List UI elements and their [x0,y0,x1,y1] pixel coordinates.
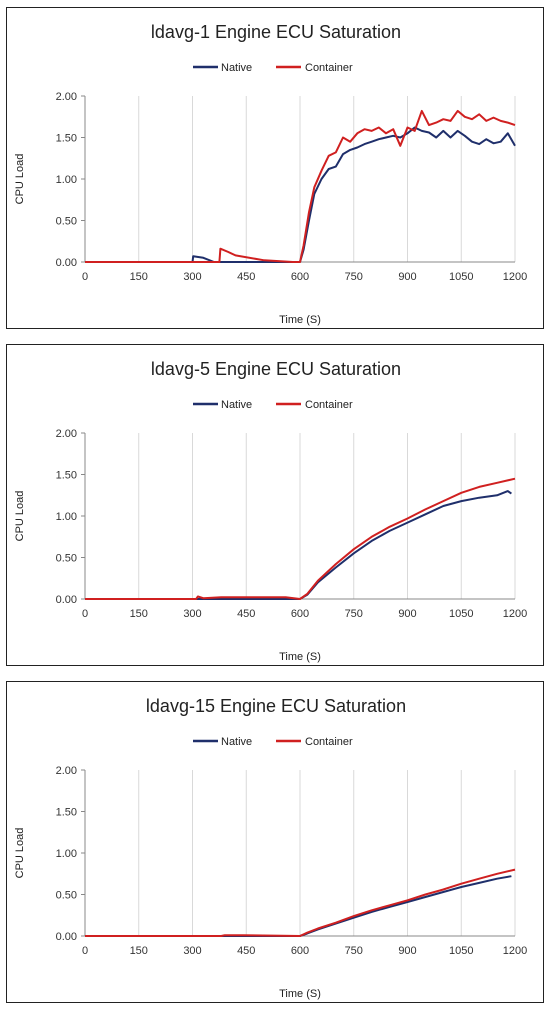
legend-label-container: Container [305,399,353,411]
x-tick-label: 750 [345,271,363,283]
x-tick-label: 300 [183,945,201,957]
x-tick-label: 1200 [503,945,527,957]
x-tick-label: 1200 [503,271,527,283]
series-line-container [85,109,516,263]
legend: Native Container [193,62,353,74]
series-line-native [85,875,512,937]
x-tick-label: 150 [130,945,148,957]
y-tick-label: 0.50 [56,553,77,565]
x-tick-label: 450 [237,945,255,957]
y-tick-label: 0.00 [56,594,77,606]
y-tick-label: 2.00 [56,428,77,440]
y-tick-label: 0.00 [56,931,77,943]
x-tick-label: 300 [183,271,201,283]
y-axis-label: CPU Load [14,154,26,205]
x-tick-label: 150 [130,608,148,620]
series-line-container [85,477,516,600]
chart-ldavg-1: ldavg-1 Engine ECU Saturation Native Conta… [14,22,527,326]
x-tick-label: 0 [82,608,88,620]
x-tick-label: 0 [82,945,88,957]
chart-title: ldavg-5 Engine ECU Saturation [151,359,401,379]
x-tick-label: 900 [398,608,416,620]
chart-title: ldavg-15 Engine ECU Saturation [146,696,406,716]
y-tick-label: 0.00 [56,257,77,269]
legend-label-native: Native [221,62,252,74]
chart-ldavg-5: ldavg-5 Engine ECU Saturation Native Conta… [14,359,527,663]
y-tick-label: 1.50 [56,807,77,819]
y-tick-label: 2.00 [56,765,77,777]
x-tick-label: 450 [237,608,255,620]
y-tick-label: 1.00 [56,511,77,523]
series-line-native [85,490,512,600]
legend-label-container: Container [305,62,353,74]
chart-panel-ldavg-15: ldavg-15 Engine ECU Saturation Native Cont… [6,681,544,1003]
x-tick-label: 1200 [503,608,527,620]
y-tick-label: 1.00 [56,174,77,186]
x-axis-label: Time (S) [279,314,321,326]
legend-label-native: Native [221,399,252,411]
x-axis-label: Time (S) [279,988,321,1000]
y-tick-label: 1.50 [56,133,77,145]
legend: Native Container [193,399,353,411]
y-axis-label: CPU Load [14,828,26,879]
x-tick-label: 1050 [449,945,473,957]
x-axis-label: Time (S) [279,651,321,663]
chart-title: ldavg-1 Engine ECU Saturation [151,22,401,42]
x-tick-label: 900 [398,945,416,957]
x-tick-label: 750 [345,945,363,957]
x-tick-label: 150 [130,271,148,283]
y-tick-label: 2.00 [56,91,77,103]
y-axis-label: CPU Load [14,491,26,542]
x-tick-label: 0 [82,271,88,283]
chart-ldavg-15: ldavg-15 Engine ECU Saturation Native Cont… [14,696,527,1000]
y-tick-label: 0.50 [56,890,77,902]
y-tick-label: 1.00 [56,848,77,860]
y-tick-label: 0.50 [56,216,77,228]
x-tick-label: 1050 [449,608,473,620]
x-tick-label: 900 [398,271,416,283]
legend-label-container: Container [305,736,353,748]
y-tick-label: 1.50 [56,470,77,482]
legend-label-native: Native [221,736,252,748]
x-tick-label: 300 [183,608,201,620]
x-tick-label: 1050 [449,271,473,283]
chart-panel-ldavg-1: ldavg-1 Engine ECU Saturation Native Conta… [6,7,544,329]
x-tick-label: 450 [237,271,255,283]
x-tick-label: 600 [291,608,309,620]
x-tick-label: 600 [291,945,309,957]
legend: Native Container [193,736,353,748]
chart-panel-ldavg-5: ldavg-5 Engine ECU Saturation Native Conta… [6,344,544,666]
series-line-container [85,868,516,937]
x-tick-label: 600 [291,271,309,283]
x-tick-label: 750 [345,608,363,620]
